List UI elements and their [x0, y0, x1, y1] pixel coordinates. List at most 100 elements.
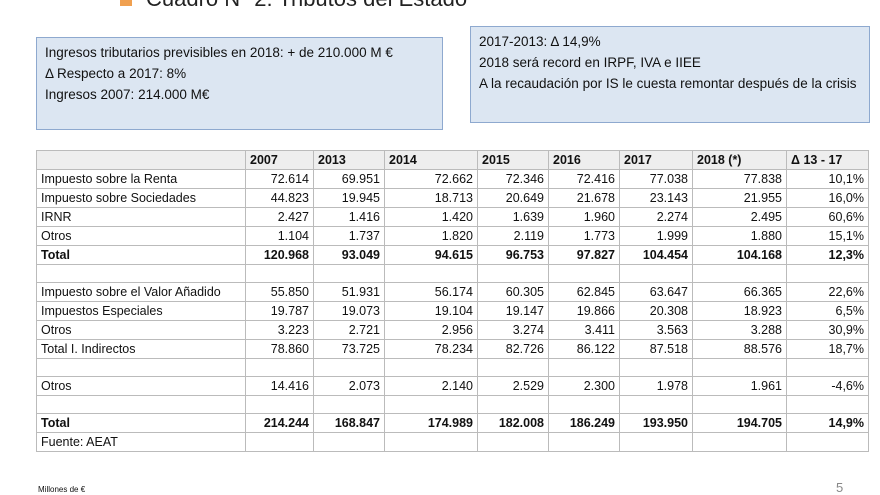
empty-cell — [313, 264, 385, 283]
number-cell: 3.223 — [245, 320, 314, 340]
box-line: Ingresos tributarios previsibles en 2018… — [45, 45, 393, 60]
number-cell: 21.955 — [692, 188, 787, 208]
empty-cell — [384, 358, 478, 377]
number-cell: 19.866 — [548, 301, 620, 321]
info-box: Ingresos tributarios previsibles en 2018… — [36, 37, 443, 130]
info-box: 2017-2013: Δ 14,9% 2018 será record en IR… — [470, 26, 870, 123]
empty-cell — [548, 358, 620, 377]
number-cell: 86.122 — [548, 339, 620, 359]
number-cell: 3.288 — [692, 320, 787, 340]
empty-cell — [786, 432, 869, 452]
number-cell: 104.454 — [619, 245, 693, 265]
table-row: Total I. Indirectos 78.860 73.725 78.234 82.… — [36, 339, 869, 359]
box-line: Ingresos 2007: 214.000 M€ — [45, 87, 210, 102]
number-cell: 1.416 — [313, 207, 385, 227]
number-cell: 1.978 — [619, 376, 693, 396]
empty-cell — [619, 358, 693, 377]
label-cell: Impuesto sobre el Valor Añadido — [36, 282, 246, 302]
row-group: Impuesto sobre la Renta 72.614 69.951 72.66… — [36, 169, 869, 265]
number-cell: 20.308 — [619, 301, 693, 321]
number-cell: 1.104 — [245, 226, 314, 246]
number-cell: 16,0% — [786, 188, 869, 208]
number-cell: 66.365 — [692, 282, 787, 302]
number-cell: 14,9% — [786, 413, 869, 433]
number-cell: 3.563 — [619, 320, 693, 340]
label-cell: Otros — [36, 376, 246, 396]
empty-cell — [692, 264, 787, 283]
number-cell: 96.753 — [477, 245, 549, 265]
number-cell: 22,6% — [786, 282, 869, 302]
number-cell: 14.416 — [245, 376, 314, 396]
label-cell: Otros — [36, 226, 246, 246]
number-cell: 60.305 — [477, 282, 549, 302]
number-cell: -4,6% — [786, 376, 869, 396]
number-cell: 2.495 — [692, 207, 787, 227]
empty-cell — [619, 432, 693, 452]
number-cell: 1.880 — [692, 226, 787, 246]
units-note: Millones de € — [38, 485, 86, 494]
number-cell: 18.713 — [384, 188, 478, 208]
number-cell: 15,1% — [786, 226, 869, 246]
label-cell: Total — [36, 245, 246, 265]
table-row: Impuesto sobre Sociedades 44.823 19.945 18.… — [36, 188, 869, 208]
number-cell: 2.427 — [245, 207, 314, 227]
empty-cell — [245, 395, 314, 414]
number-cell: 73.725 — [313, 339, 385, 359]
label-cell: Impuesto sobre Sociedades — [36, 188, 246, 208]
number-cell: 1.820 — [384, 226, 478, 246]
number-cell: 72.662 — [384, 169, 478, 189]
empty-cell — [477, 264, 549, 283]
tax-table: 2007 2013 2014 2015 2016 2017 2018 (*) Δ 13 - 1… — [36, 150, 869, 452]
slide-title: Cuadro Nº 2: Tributos del Estado — [120, 0, 467, 12]
number-cell: 186.249 — [548, 413, 620, 433]
row-group: Impuesto sobre el Valor Añadido 55.850 51.… — [36, 264, 869, 359]
empty-cell — [245, 432, 314, 452]
number-cell: 1.420 — [384, 207, 478, 227]
header-cell: 2016 — [548, 150, 620, 170]
number-cell: 104.168 — [692, 245, 787, 265]
empty-cell — [36, 395, 246, 414]
number-cell: 93.049 — [313, 245, 385, 265]
empty-cell — [786, 395, 869, 414]
empty-cell — [548, 395, 620, 414]
empty-cell — [384, 264, 478, 283]
number-cell: 51.931 — [313, 282, 385, 302]
empty-cell — [384, 395, 478, 414]
table-row: Impuesto sobre la Renta 72.614 69.951 72.66… — [36, 169, 869, 189]
number-cell: 1.737 — [313, 226, 385, 246]
number-cell: 1.961 — [692, 376, 787, 396]
empty-cell — [619, 395, 693, 414]
number-cell: 2.956 — [384, 320, 478, 340]
header-cell: 2017 — [619, 150, 693, 170]
number-cell: 20.649 — [477, 188, 549, 208]
label-cell: Otros — [36, 320, 246, 340]
empty-cell — [786, 358, 869, 377]
number-cell: 60,6% — [786, 207, 869, 227]
number-cell: 63.647 — [619, 282, 693, 302]
row-group: Otros 14.416 2.073 2.140 2.529 2.300 1.978 1.96… — [36, 358, 869, 396]
header-cell: 2013 — [313, 150, 385, 170]
empty-cell — [313, 432, 385, 452]
number-cell: 72.346 — [477, 169, 549, 189]
empty-cell — [692, 395, 787, 414]
number-cell: 2.300 — [548, 376, 620, 396]
header-cell: 2007 — [245, 150, 314, 170]
empty-cell — [692, 432, 787, 452]
number-cell: 10,1% — [786, 169, 869, 189]
number-cell: 214.244 — [245, 413, 314, 433]
number-cell: 18.923 — [692, 301, 787, 321]
number-cell: 193.950 — [619, 413, 693, 433]
number-cell: 19.945 — [313, 188, 385, 208]
table-row: Otros 14.416 2.073 2.140 2.529 2.300 1.978 1.96… — [36, 376, 869, 396]
number-cell: 88.576 — [692, 339, 787, 359]
number-cell: 2.529 — [477, 376, 549, 396]
label-cell: Impuestos Especiales — [36, 301, 246, 321]
table-row: Otros 1.104 1.737 1.820 2.119 1.773 1.999 1.880… — [36, 226, 869, 246]
box-line: 2018 será record en IRPF, IVA e IIEE — [479, 55, 701, 70]
number-cell: 6,5% — [786, 301, 869, 321]
label-cell: IRNR — [36, 207, 246, 227]
number-cell: 69.951 — [313, 169, 385, 189]
box-line: A la recaudación por IS le cuesta remont… — [479, 76, 857, 91]
number-cell: 78.860 — [245, 339, 314, 359]
empty-cell — [36, 358, 246, 377]
